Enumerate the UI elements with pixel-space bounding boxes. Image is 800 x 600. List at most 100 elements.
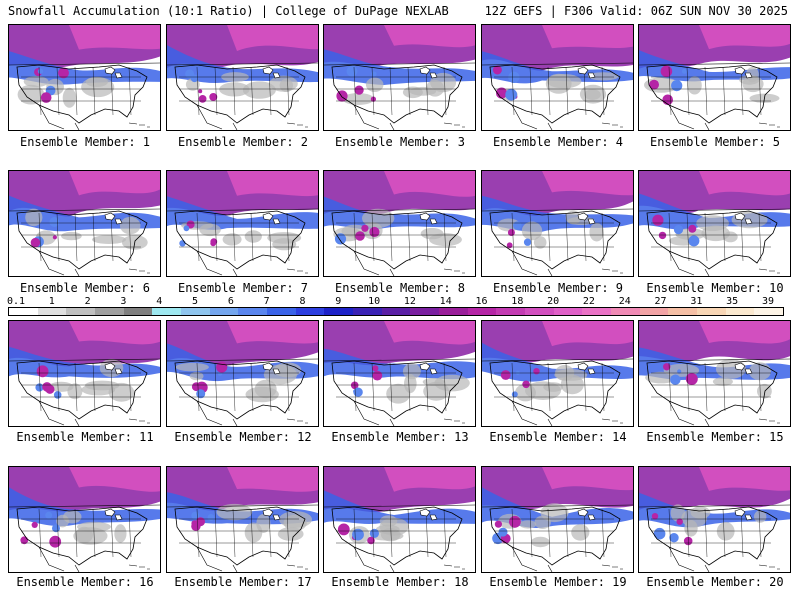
color-scale-label: 7 [263,296,270,307]
ensemble-member-label: Ensemble Member: 15 [646,430,784,444]
snowfall-map [167,321,318,426]
ensemble-panel [323,466,476,573]
snowfall-map [9,321,160,426]
color-scale-swatch [467,308,497,315]
color-scale-swatch [525,308,554,315]
ensemble-member-label: Ensemble Member: 4 [492,135,624,149]
color-scale-swatch [697,308,726,315]
ensemble-panel [481,24,634,131]
ensemble-member-label: Ensemble Member: 6 [19,281,151,295]
ensemble-panel [166,320,319,427]
ensemble-panel [481,466,634,573]
snowfall-map [9,467,160,572]
color-scale-swatch [496,308,526,315]
color-scale-label: 9 [335,296,342,307]
color-scale-label: 20 [547,296,560,307]
color-scale-label: 39 [761,296,775,307]
ensemble-panel [638,466,791,573]
color-scale-label: 24 [618,296,631,307]
snowfall-map [324,25,475,130]
color-scale-swatch [9,308,38,315]
color-scale-swatch [238,308,268,315]
ensemble-member-label: Ensemble Member: 20 [646,575,784,589]
color-scale-label: 27 [654,296,667,307]
color-scale-swatch [582,308,612,315]
snowfall-map [324,321,475,426]
color-scale-swatch [381,308,411,315]
ensemble-member-label: Ensemble Member: 10 [646,281,784,295]
ensemble-member-label: Ensemble Member: 9 [492,281,624,295]
ensemble-member-label: Ensemble Member: 11 [16,430,154,444]
ensemble-member-label: Ensemble Member: 7 [177,281,309,295]
color-scale-swatch [439,308,468,315]
ensemble-panel [8,320,161,427]
snowfall-map [324,171,475,276]
ensemble-panel [638,24,791,131]
color-scale-swatch [37,308,67,315]
ensemble-panel [323,320,476,427]
ensemble-member-label: Ensemble Member: 13 [331,430,469,444]
snowfall-map [167,467,318,572]
color-scale-swatch [95,308,124,315]
color-scale-swatch [209,308,239,315]
ensemble-panel [166,24,319,131]
ensemble-member-label: Ensemble Member: 1 [19,135,151,149]
map-title: Snowfall Accumulation (10:1 Ratio) | Col… [8,4,449,18]
snowfall-map [324,467,475,572]
color-scale-swatch [152,308,182,315]
color-scale-label: 1 [48,296,55,307]
snowfall-map [167,171,318,276]
ensemble-member-label: Ensemble Member: 2 [177,135,309,149]
color-scale-swatch [611,308,640,315]
color-scale-label: 35 [726,296,739,307]
ensemble-member-label: Ensemble Member: 12 [174,430,312,444]
snowfall-map [482,25,633,130]
color-scale: 0.1 1 2 3 4 5 6 7 8 9 10 12 14 16 18 20 22 24 27 31 35 39 [7,296,784,318]
color-scale-label: 12 [403,296,416,307]
color-scale-label: 2 [84,296,91,307]
color-scale-swatch [353,308,382,315]
ensemble-member-label: Ensemble Member: 18 [331,575,469,589]
color-scale-label: 22 [582,296,595,307]
color-scale-swatch [553,308,583,315]
color-scale-boxes [8,307,784,316]
ensemble-panel [638,320,791,427]
snowfall-map [639,25,790,130]
snowfall-map [482,321,633,426]
color-scale-swatch [668,308,698,315]
color-scale-swatch [295,308,325,315]
ensemble-member-label: Ensemble Member: 8 [334,281,466,295]
ensemble-panel [638,170,791,277]
ensemble-panel [323,170,476,277]
color-scale-swatch [754,308,784,315]
color-scale-label: 16 [475,296,488,307]
ensemble-member-label: Ensemble Member: 5 [649,135,781,149]
snowfall-map [482,171,633,276]
snowfall-map [639,171,790,276]
ensemble-panel [323,24,476,131]
run-valid-time: 12Z GEFS | F306 Valid: 06Z SUN NOV 30 20… [484,4,788,18]
color-scale-swatch [639,308,669,315]
color-scale-label: 6 [227,296,234,307]
color-scale-label: 5 [192,296,199,307]
ensemble-member-label: Ensemble Member: 19 [489,575,627,589]
snowfall-map [167,25,318,130]
ensemble-member-label: Ensemble Member: 3 [334,135,466,149]
ensemble-panel [481,320,634,427]
ensemble-member-label: Ensemble Member: 17 [174,575,312,589]
color-scale-label: 3 [120,296,127,307]
color-scale-label: 4 [156,296,163,307]
snowfall-map [639,467,790,572]
color-scale-label: 8 [299,296,306,307]
color-scale-swatch [725,308,755,315]
color-scale-swatch [267,308,296,315]
snowfall-map [9,25,160,130]
ensemble-member-label: Ensemble Member: 14 [489,430,627,444]
ensemble-member-label: Ensemble Member: 16 [16,575,154,589]
color-scale-swatch [123,308,153,315]
color-scale-label: 0.1 [6,296,26,307]
ensemble-panel [481,170,634,277]
ensemble-panel [8,466,161,573]
color-scale-label: 14 [439,296,452,307]
color-scale-swatch [181,308,210,315]
